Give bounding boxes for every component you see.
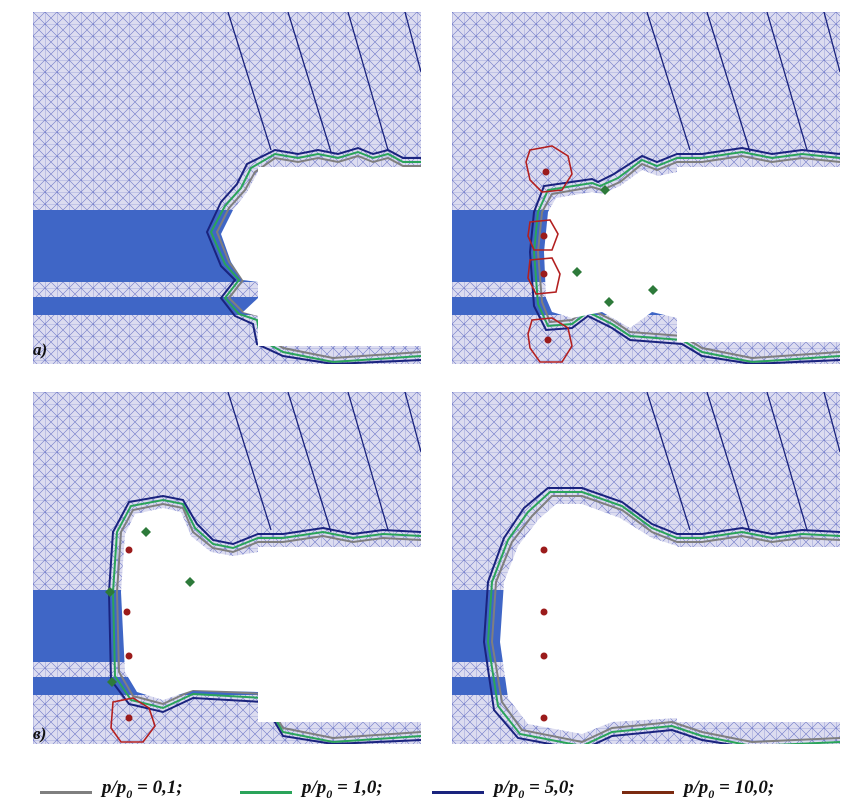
panel-a-label: а) [33,340,48,359]
contour-p1 [486,491,840,744]
contour-p1 [532,150,840,364]
diamond-markers [572,185,658,307]
legend-item-5: p/p0 = 5,0; [432,777,632,805]
channel-lower [33,297,258,315]
contour-p5 [482,487,840,744]
panel-b: б) [452,12,840,364]
cavity [500,504,840,734]
contour-p5 [107,494,421,744]
contour-p5 [205,146,421,364]
contour-p01 [536,154,840,360]
legend-swatch [622,791,674,794]
particles [123,546,133,722]
legend-item-1: p/p0 = 1,0; [240,777,440,805]
legend-item-01: p/p0 = 0,1; [40,777,230,805]
contour-p10 [110,697,156,743]
legend-label: p/p0 = 1,0; [302,777,383,801]
panel-a-diagram [33,12,421,364]
legend-swatch [40,791,92,794]
legend-item-10: p/p0 = 10,0; [622,777,852,805]
panel-v-label: в) [33,724,47,743]
legend-label: p/p0 = 5,0; [494,777,575,801]
panel-v-diagram [33,392,421,744]
legend-label: p/p0 = 10,0; [684,777,775,801]
contour-p01 [490,495,840,744]
particles [540,546,548,722]
crack-lines [646,392,840,533]
panel-g: г) [452,392,840,744]
contour-p5 [528,146,840,364]
legend-swatch [432,791,484,794]
particles [540,168,552,344]
crack-lines [646,12,840,153]
contour-p10 [525,145,573,363]
cavity [121,508,421,722]
panel-a: а) [33,12,421,364]
cavity [221,167,421,346]
panel-g-diagram [452,392,840,744]
panel-v: в) [33,392,421,744]
channel-upper [33,210,258,282]
cavity [544,167,840,342]
panel-b-diagram [452,12,840,364]
diamond-markers [105,527,195,687]
crack-lines [227,12,421,153]
crack-lines [227,392,421,533]
contour-p01 [115,502,421,740]
legend: p/p0 = 0,1; p/p0 = 1,0; p/p0 = 5,0; p/p0… [0,775,864,809]
legend-swatch [240,791,292,794]
legend-label: p/p0 = 0,1; [102,777,183,801]
contour-p1 [111,498,421,744]
